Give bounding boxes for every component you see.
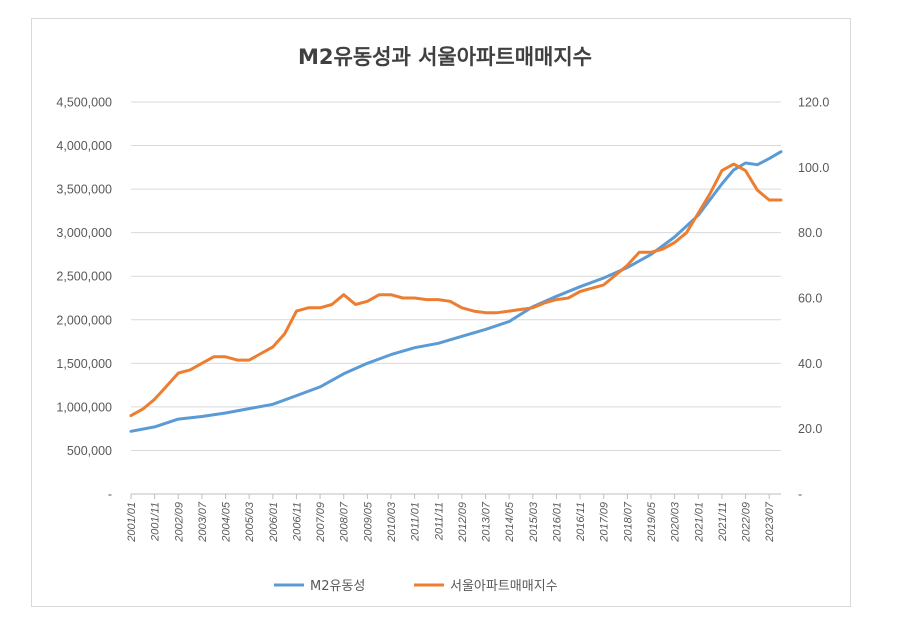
y-left-tick-label: 1,500,000 bbox=[56, 357, 112, 371]
x-tick-label: 2022/09 bbox=[741, 502, 753, 543]
y-right-tick-label: - bbox=[798, 488, 802, 502]
y-left-tick-label: 2,500,000 bbox=[56, 270, 112, 284]
x-tick-label: 2021/01 bbox=[693, 502, 705, 543]
x-tick-label: 2006/11 bbox=[291, 502, 303, 542]
chart-frame bbox=[31, 18, 851, 607]
y-left-tick-label: 2,000,000 bbox=[56, 313, 112, 327]
x-tick-label: 2021/11 bbox=[717, 502, 729, 542]
y-right-tick-label: 60.0 bbox=[798, 292, 822, 306]
series-line-index bbox=[129, 162, 783, 418]
x-tick-label: 2020/03 bbox=[670, 501, 682, 543]
y-left-tick-label: 3,000,000 bbox=[56, 226, 112, 240]
legend: M2유동성 서울아파트매매지수 bbox=[274, 579, 558, 594]
x-tick-label: 2016/01 bbox=[551, 502, 563, 543]
legend-label-m2: M2유동성 bbox=[310, 579, 365, 594]
x-tick-label: 2003/07 bbox=[197, 501, 209, 543]
right-axis-ticks: - 20.0 40.0 60.0 80.0 100.0 120.0 bbox=[798, 96, 829, 502]
legend-label-index: 서울아파트매매지수 bbox=[450, 579, 558, 594]
x-tick-label: 2001/11 bbox=[150, 502, 162, 542]
x-tick-label: 2008/07 bbox=[339, 501, 351, 543]
y-left-tick-label: - bbox=[108, 488, 112, 502]
x-tick-label: 2009/05 bbox=[362, 501, 374, 543]
y-right-tick-label: 20.0 bbox=[798, 422, 822, 436]
x-tick-label: 2010/03 bbox=[386, 501, 398, 543]
x-tick-label: 2016/11 bbox=[575, 502, 587, 542]
x-tick-label: 2001/01 bbox=[126, 502, 138, 543]
x-tick-label: 2004/05 bbox=[221, 501, 233, 543]
x-tick-label: 2013/07 bbox=[481, 501, 493, 543]
x-tick-label: 2014/05 bbox=[504, 501, 516, 543]
y-left-tick-label: 3,500,000 bbox=[56, 183, 112, 197]
left-axis-ticks: - 500,000 1,000,000 1,500,000 2,000,000 2,500… bbox=[56, 96, 112, 502]
y-right-tick-label: 100.0 bbox=[798, 161, 829, 175]
y-right-tick-label: 40.0 bbox=[798, 357, 822, 371]
x-tick-label: 2023/07 bbox=[764, 501, 776, 543]
x-tick-label: 2006/01 bbox=[268, 502, 280, 543]
x-tick-label: 2011/11 bbox=[433, 502, 445, 541]
y-right-tick-label: 120.0 bbox=[798, 96, 829, 110]
x-tick-label: 2007/09 bbox=[315, 502, 327, 543]
x-tick-label: 2005/03 bbox=[244, 501, 256, 543]
y-left-tick-label: 1,000,000 bbox=[56, 400, 112, 414]
y-left-tick-label: 4,000,000 bbox=[56, 139, 112, 153]
y-left-tick-label: 4,500,000 bbox=[56, 96, 112, 110]
chart-title: M2유동성과 서울아파트매매지수 bbox=[298, 45, 592, 69]
y-left-tick-label: 500,000 bbox=[67, 444, 112, 458]
x-tick-label: 2018/07 bbox=[622, 501, 634, 543]
x-tick-label: 2002/09 bbox=[173, 502, 185, 543]
x-tick-label: 2011/01 bbox=[410, 502, 422, 542]
x-tick-label: 2017/09 bbox=[599, 502, 611, 543]
gridlines bbox=[131, 101, 781, 495]
x-tick-label: 2019/05 bbox=[646, 501, 658, 543]
series-line-m2 bbox=[129, 150, 783, 433]
x-tick-label: 2012/09 bbox=[457, 502, 469, 543]
series-lines bbox=[129, 150, 783, 433]
x-tick-label: 2015/03 bbox=[528, 501, 540, 543]
x-axis-ticks: 2001/01 2001/11 2002/09 2003/07 2004/05 2005/… bbox=[126, 494, 776, 543]
y-right-tick-label: 80.0 bbox=[798, 226, 822, 240]
